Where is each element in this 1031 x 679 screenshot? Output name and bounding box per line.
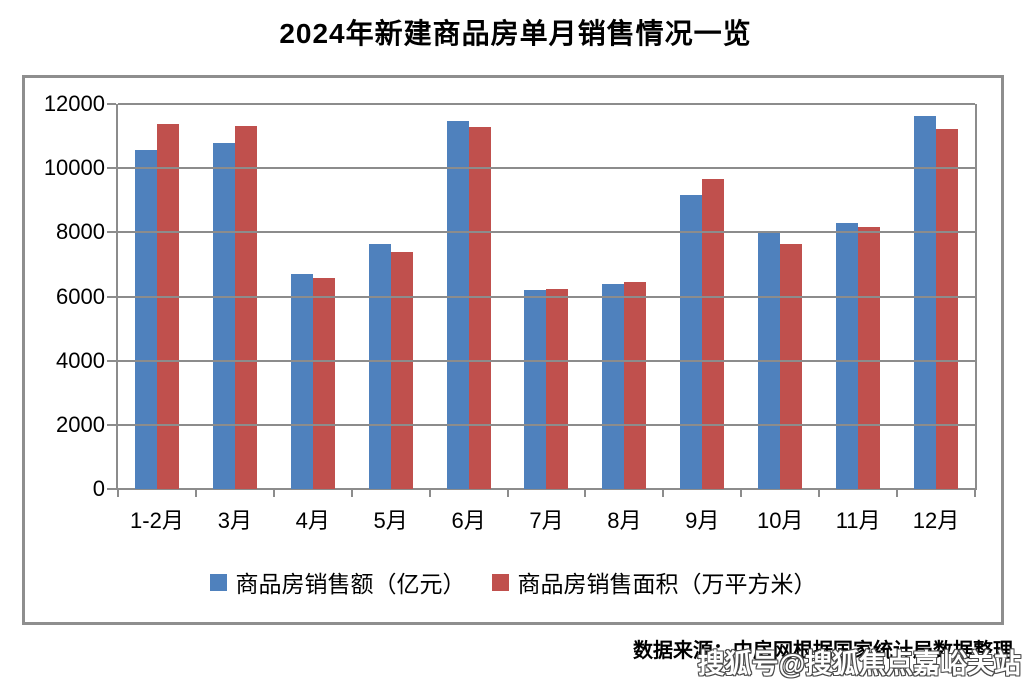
x-tick-8 bbox=[740, 489, 743, 497]
bar-sales-amount-12月 bbox=[914, 116, 937, 489]
plot-right-border bbox=[975, 104, 977, 490]
x-axis-line bbox=[116, 488, 977, 490]
bar-sales-area-12月 bbox=[936, 129, 959, 489]
x-axis-label-7月: 7月 bbox=[529, 508, 564, 533]
y-tick-6000 bbox=[107, 295, 116, 298]
x-axis-label-1-2月: 1-2月 bbox=[130, 508, 184, 533]
bar-sales-area-10月 bbox=[780, 244, 803, 489]
bar-group-9月 bbox=[663, 104, 741, 489]
y-tick-10000 bbox=[107, 167, 116, 170]
x-tick-4 bbox=[428, 489, 431, 497]
x-tick-9 bbox=[818, 489, 821, 497]
chart-frame: 0 2000 4000 6000 8000 10000 12000 1-2月 3月 4月 5月 6月… bbox=[22, 75, 1004, 625]
watermark: 搜狐号@搜狐焦点嘉峪关站 bbox=[697, 649, 1021, 679]
bar-group-11月 bbox=[819, 104, 897, 489]
bar-group-3月 bbox=[196, 104, 274, 489]
x-axis-label-11月: 11月 bbox=[835, 508, 881, 533]
legend-item-sales-area: 商品房销售面积（万平方米） bbox=[491, 565, 817, 599]
x-axis-label-6月: 6月 bbox=[451, 508, 486, 533]
y-axis-line bbox=[116, 104, 118, 490]
x-axis-label-10月: 10月 bbox=[756, 508, 804, 533]
x-axis-label-8月: 8月 bbox=[607, 508, 642, 533]
bar-sales-amount-4月 bbox=[290, 274, 313, 489]
y-axis-label-8000: 8000 bbox=[56, 219, 105, 245]
y-axis-label-12000: 12000 bbox=[43, 91, 105, 116]
gridline-10000 bbox=[118, 167, 975, 170]
x-tick-2 bbox=[272, 489, 275, 497]
y-tick-0 bbox=[107, 488, 116, 490]
x-tick-0 bbox=[117, 489, 119, 497]
bar-group-7月 bbox=[508, 104, 586, 489]
bar-sales-area-3月 bbox=[234, 126, 257, 489]
gridline-2000 bbox=[118, 423, 975, 426]
x-tick-10 bbox=[896, 489, 899, 497]
bar-sales-area-7月 bbox=[546, 289, 569, 489]
x-axis-label-4月: 4月 bbox=[295, 508, 330, 533]
gridline-12000 bbox=[118, 103, 975, 105]
bar-sales-amount-5月 bbox=[368, 244, 391, 489]
legend-item-sales-amount: 商品房销售额（亿元） bbox=[209, 565, 466, 599]
bar-group-4月 bbox=[274, 104, 352, 489]
bar-group-8月 bbox=[585, 104, 663, 489]
bar-sales-amount-8月 bbox=[602, 284, 625, 489]
bar-sales-amount-6月 bbox=[446, 121, 469, 489]
x-tick-7 bbox=[662, 489, 665, 497]
bar-sales-area-8月 bbox=[624, 282, 647, 489]
bar-sales-amount-9月 bbox=[680, 195, 703, 489]
legend-swatch-icon bbox=[491, 573, 509, 591]
bar-sales-amount-1-2月 bbox=[134, 150, 157, 489]
bar-group-6月 bbox=[430, 104, 508, 489]
legend-label: 商品房销售额（亿元） bbox=[235, 572, 466, 597]
legend-label: 商品房销售面积（万平方米） bbox=[517, 572, 817, 597]
y-axis-label-10000: 10000 bbox=[43, 155, 105, 181]
source-note: 数据来源：中房网根据国家统计局数据整理 bbox=[633, 640, 1013, 662]
gridline-4000 bbox=[118, 359, 975, 362]
legend-swatch-icon bbox=[209, 573, 227, 591]
bar-sales-amount-7月 bbox=[524, 290, 547, 489]
y-axis-labels: 0 2000 4000 6000 8000 10000 12000 bbox=[25, 78, 105, 622]
bar-sales-amount-11月 bbox=[836, 223, 859, 489]
x-tick-11 bbox=[974, 489, 976, 497]
x-tick-1 bbox=[194, 489, 197, 497]
y-axis-label-4000: 4000 bbox=[56, 347, 105, 373]
x-tick-6 bbox=[584, 489, 587, 497]
plot-area bbox=[107, 103, 977, 497]
bar-sales-area-11月 bbox=[858, 227, 881, 489]
y-tick-12000 bbox=[107, 103, 116, 105]
bar-sales-area-6月 bbox=[468, 127, 491, 489]
bar-sales-amount-3月 bbox=[212, 143, 235, 489]
x-axis-label-9月: 9月 bbox=[685, 508, 720, 533]
legend: 商品房销售额（亿元） 商品房销售面积（万平方米） bbox=[25, 565, 1001, 599]
bar-sales-area-1-2月 bbox=[156, 124, 179, 489]
bar-group-5月 bbox=[352, 104, 430, 489]
y-tick-2000 bbox=[107, 423, 116, 426]
x-tick-5 bbox=[506, 489, 509, 497]
bar-group-1-2月 bbox=[118, 104, 196, 489]
chart-title: 2024年新建商品房单月销售情况一览 bbox=[279, 18, 752, 49]
y-axis-label-6000: 6000 bbox=[56, 283, 105, 309]
bar-sales-area-4月 bbox=[312, 278, 335, 489]
x-tick-3 bbox=[350, 489, 353, 497]
x-axis-label-12月: 12月 bbox=[912, 508, 960, 533]
x-axis-label-5月: 5月 bbox=[373, 508, 408, 533]
y-tick-8000 bbox=[107, 231, 116, 234]
y-tick-4000 bbox=[107, 359, 116, 362]
y-axis-label-2000: 2000 bbox=[56, 411, 105, 437]
bar-group-12月 bbox=[897, 104, 975, 489]
gridline-6000 bbox=[118, 295, 975, 298]
x-axis-labels: 1-2月 3月 4月 5月 6月 7月 8月 9月 10月 11月 12月 bbox=[118, 503, 975, 535]
gridline-8000 bbox=[118, 231, 975, 234]
x-axis-label-3月: 3月 bbox=[217, 508, 252, 533]
bar-sales-area-5月 bbox=[390, 252, 413, 489]
y-axis-label-0: 0 bbox=[92, 476, 105, 501]
bar-sales-area-9月 bbox=[702, 179, 725, 489]
